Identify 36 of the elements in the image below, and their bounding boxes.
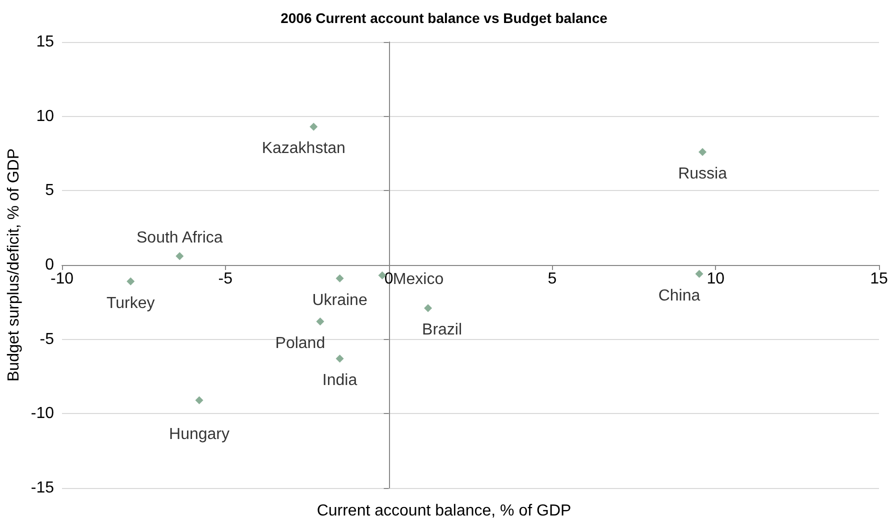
x-tick-label: 15 xyxy=(870,270,888,288)
point xyxy=(310,122,318,131)
x-tick-label: 10 xyxy=(706,270,725,288)
annotation: Hungary xyxy=(169,426,230,443)
point xyxy=(695,270,704,278)
annotation: India xyxy=(322,372,358,390)
point xyxy=(336,354,344,363)
y-tick-label: -10 xyxy=(30,405,54,422)
annotation: Russia xyxy=(678,166,728,183)
point xyxy=(336,274,344,282)
y-axis-title: Budget surplus/deficit, % of GDP xyxy=(6,148,22,382)
annotation: South Africa xyxy=(136,230,223,247)
x-tick-label: 5 xyxy=(548,270,557,288)
annotation: Ukraine xyxy=(312,292,368,309)
annotation: Kazakhstan xyxy=(262,140,346,158)
point xyxy=(316,317,324,326)
point xyxy=(698,148,707,156)
point xyxy=(195,396,204,404)
y-tick-label: 5 xyxy=(45,182,54,200)
annotation: Mexico xyxy=(392,270,444,288)
x-axis-title: Current account balance, % of GDP xyxy=(316,502,572,520)
y-tick-label: 15 xyxy=(36,34,54,50)
annotation: China xyxy=(658,287,700,304)
y-tick-label: 0 xyxy=(45,256,54,274)
chart-title: 2006 Current account balance vs Budget balance xyxy=(280,10,608,26)
y-tick-label: -5 xyxy=(40,330,54,348)
point xyxy=(176,252,184,260)
annotation: Turkey xyxy=(106,294,155,312)
x-tick-label: 0 xyxy=(384,270,394,288)
annotation: Brazil xyxy=(422,322,462,339)
y-tick-label: -15 xyxy=(30,480,54,496)
annotation: Poland xyxy=(275,334,326,352)
y-tick-label: 10 xyxy=(36,108,54,125)
x-tick-label: -5 xyxy=(218,270,233,288)
point xyxy=(424,304,432,312)
point xyxy=(126,277,135,286)
